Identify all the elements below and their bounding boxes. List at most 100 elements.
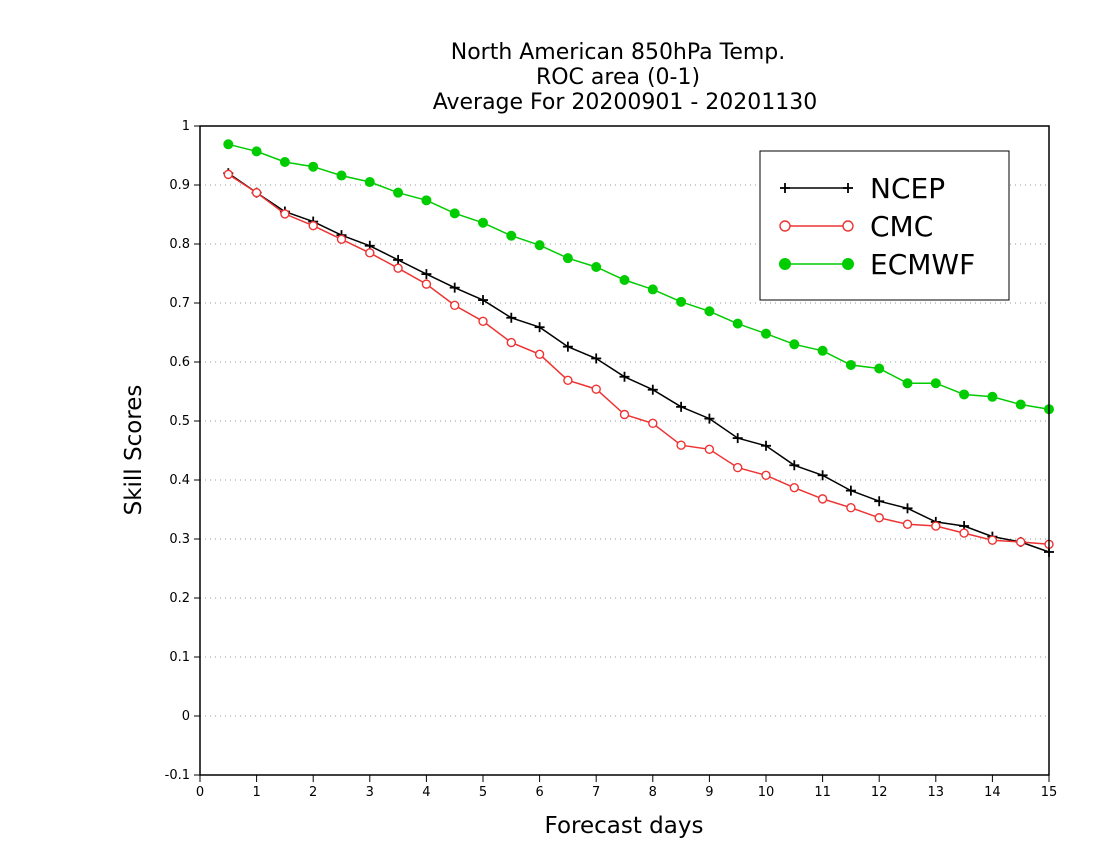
y-tick-label: 0.4 (169, 473, 190, 488)
data-point-cmc (676, 440, 686, 450)
x-tick-label: 4 (422, 785, 430, 800)
series-lines (223, 139, 1054, 557)
x-tick-label: 13 (928, 785, 945, 800)
data-point-ncep (647, 384, 658, 395)
data-point-ecmwf (223, 139, 234, 150)
data-point-cmc (846, 503, 856, 513)
data-point-ecmwf (959, 389, 970, 400)
data-point-cmc (902, 519, 913, 529)
data-point-ecmwf (336, 170, 347, 181)
data-point-cmc (506, 337, 516, 348)
legend-marker-ecmwf (779, 258, 791, 270)
x-tick-label: 5 (479, 785, 487, 800)
chart-title-line-1: North American 850hPa Temp. (451, 40, 786, 65)
y-tick-label: 0.9 (169, 178, 190, 193)
data-point-ecmwf (364, 177, 375, 188)
data-point-cmc (789, 482, 799, 493)
data-point-ecmwf (279, 156, 290, 167)
data-point-ecmwf (1015, 399, 1026, 410)
x-axis-ticks: 0 1 2 3 4 5 6 7 8 9 10 11 12 13 14 15 (196, 775, 1057, 800)
data-point-ecmwf (506, 230, 517, 241)
plot-frame (199, 125, 1050, 776)
data-point-ecmwf (704, 306, 715, 317)
legend-label-ecmwf: ECMWF (870, 248, 975, 281)
data-point-cmc (1016, 537, 1026, 547)
data-point-cmc (251, 187, 262, 198)
data-point-ncep (506, 312, 517, 323)
data-point-ncep (534, 322, 545, 333)
data-point-cmc (874, 513, 884, 523)
x-tick-label: 10 (758, 785, 775, 800)
data-point-ncep (732, 433, 743, 444)
x-tick-label: 0 (196, 785, 204, 800)
x-tick-label: 2 (309, 785, 317, 800)
x-tick-label: 7 (592, 785, 600, 800)
legend-label-cmc: CMC (870, 210, 933, 243)
data-point-ecmwf (619, 274, 630, 285)
legend: NCEP CMC ECMWF (759, 150, 1010, 301)
data-point-cmc (478, 316, 488, 326)
x-tick-label: 15 (1041, 785, 1058, 800)
data-point-ncep (761, 440, 771, 451)
data-point-cmc (308, 221, 318, 231)
x-tick-label: 12 (871, 785, 888, 800)
data-point-ecmwf (393, 187, 404, 198)
series-line-cmc (227, 173, 1050, 546)
data-point-ncep (478, 295, 488, 306)
y-tick-label: 0.1 (169, 650, 190, 665)
data-point-ecmwf (676, 296, 687, 307)
data-point-ecmwf (761, 328, 771, 339)
chart-title-line-2: ROC area (0-1) (536, 65, 700, 90)
y-tick-label: 0 (182, 709, 190, 724)
legend-marker-cmc (779, 220, 791, 232)
data-point-ecmwf (874, 363, 885, 374)
x-tick-label: 6 (535, 785, 543, 800)
data-point-ecmwf (421, 195, 432, 206)
chart-title-line-3: Average For 20200901 - 20201130 (433, 90, 818, 115)
data-point-ecmwf (902, 378, 913, 389)
data-point-cmc (365, 248, 375, 258)
data-point-ecmwf (591, 262, 602, 273)
data-point-cmc (280, 209, 290, 219)
data-point-cmc (421, 279, 432, 289)
data-point-ncep (817, 470, 828, 481)
data-point-ecmwf (478, 217, 488, 228)
data-point-ecmwf (930, 378, 941, 389)
x-tick-label: 9 (705, 785, 713, 800)
y-tick-label: 0.3 (169, 532, 190, 547)
data-point-cmc (959, 528, 969, 538)
data-point-cmc (336, 234, 347, 244)
data-point-cmc (733, 462, 743, 473)
data-point-cmc (450, 300, 460, 311)
data-point-ncep (874, 496, 885, 507)
data-point-ecmwf (449, 208, 460, 219)
y-tick-label: 0.7 (169, 296, 190, 311)
data-point-ncep (845, 485, 856, 496)
y-axis-ticks: -0.1 0 0.1 0.2 0.3 0.4 0.5 0.6 0.7 0.8 0.9 1 (165, 119, 200, 783)
x-tick-label: 11 (814, 785, 831, 800)
data-point-ncep (676, 401, 687, 412)
x-tick-label: 1 (252, 785, 260, 800)
data-point-ecmwf (562, 253, 573, 264)
data-point-ecmwf (987, 391, 998, 402)
data-point-cmc (987, 535, 998, 545)
legend-marker-cmc (842, 220, 854, 232)
y-tick-label: 0.2 (169, 591, 190, 606)
y-axis-label: Skill Scores (121, 385, 147, 516)
data-point-ncep (562, 341, 573, 352)
data-point-ncep (421, 269, 432, 280)
y-tick-label: 0.5 (169, 414, 190, 429)
data-point-ncep (393, 254, 404, 265)
legend-marker-ncep (843, 183, 853, 193)
data-point-ncep (704, 413, 715, 424)
data-point-cmc (534, 349, 545, 360)
data-point-ecmwf (308, 161, 319, 172)
series-ecmwf (223, 139, 1054, 415)
data-point-ecmwf (845, 359, 856, 370)
data-point-ecmwf (817, 345, 828, 356)
data-point-cmc (648, 418, 658, 429)
data-point-ecmwf (789, 339, 800, 350)
data-point-cmc (563, 375, 573, 385)
legend-marker-ncep (780, 183, 790, 193)
